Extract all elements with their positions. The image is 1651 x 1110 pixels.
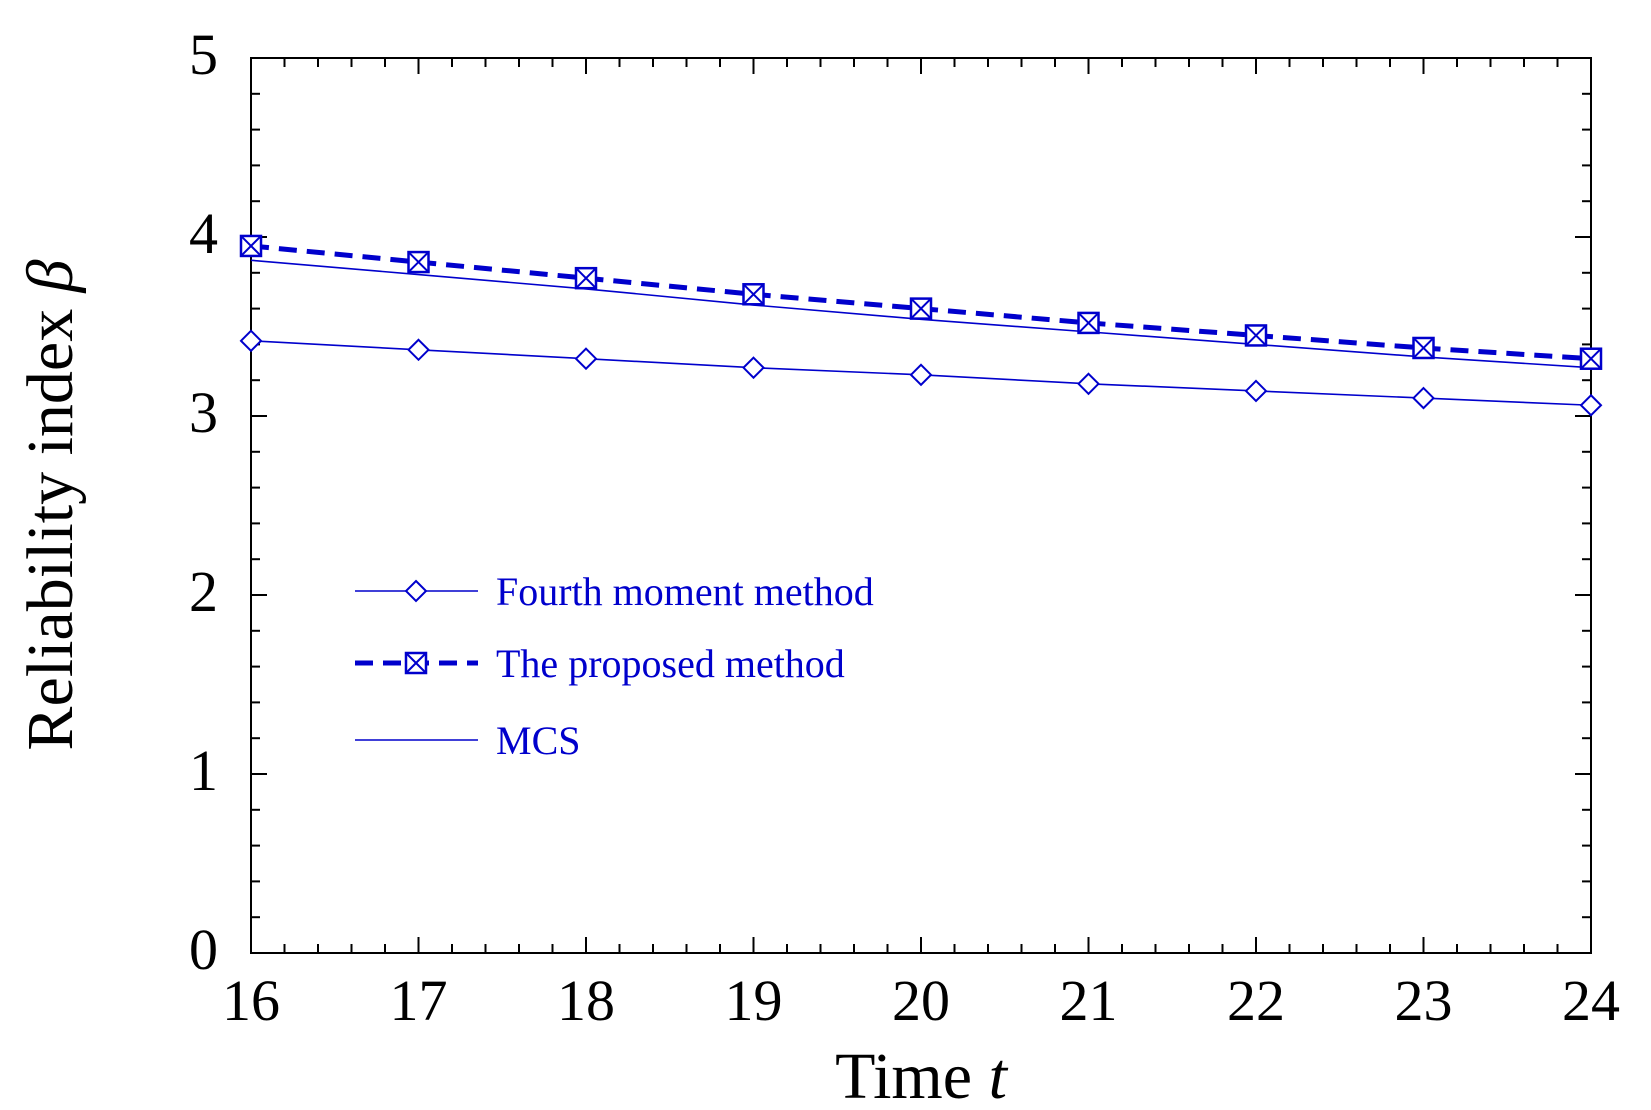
legend-item: The proposed method [355, 641, 845, 686]
ticks-layer [250, 57, 1592, 954]
x-axis-label: Time [835, 1040, 972, 1110]
y-tick-label: 1 [189, 738, 218, 803]
legend-label: Fourth moment method [496, 569, 874, 614]
boxed-x-marker [239, 234, 263, 258]
x-tick-labels: 16 17 18 19 20 21 22 23 24 [222, 968, 1620, 1033]
boxed-x-marker [407, 250, 430, 274]
legend-item: Fourth moment method [355, 569, 874, 614]
y-axis-label: Reliability index [14, 309, 87, 751]
diamond-marker [574, 347, 598, 371]
diamond-marker [909, 363, 933, 387]
x-tick-label: 21 [1060, 968, 1118, 1033]
x-tick-label: 22 [1227, 968, 1285, 1033]
diamond-marker [239, 329, 263, 353]
boxed-x-marker [1077, 311, 1100, 335]
boxed-x-marker [1244, 324, 1268, 347]
diamond-marker [1579, 393, 1603, 417]
x-tick-label: 17 [390, 968, 448, 1033]
x-axis-variable: t [989, 1040, 1009, 1110]
y-tick-labels: 0 1 2 3 4 5 [189, 22, 218, 982]
y-tick-label: 5 [189, 22, 218, 87]
diamond-marker [407, 338, 430, 362]
y-tick-label: 3 [189, 380, 218, 445]
diamond-marker [1244, 379, 1268, 403]
boxed-x-marker [1579, 347, 1603, 370]
boxed-x-marker [909, 297, 933, 320]
y-axis-title: Reliability index β [14, 259, 87, 750]
series-the-proposed-method [239, 234, 1603, 370]
plot-frame [250, 57, 1592, 954]
y-axis-variable: β [14, 259, 87, 294]
legend: Fourth moment method The proposed method M… [355, 569, 874, 763]
boxed-x-marker [742, 283, 765, 306]
x-tick-label: 24 [1562, 968, 1620, 1033]
diamond-marker [404, 579, 428, 603]
x-tick-label: 20 [892, 968, 950, 1033]
y-tick-label: 2 [189, 559, 218, 624]
legend-item: MCS [355, 718, 581, 763]
legend-label: The proposed method [496, 641, 845, 686]
boxed-x-marker [1412, 336, 1435, 360]
y-tick-label: 4 [189, 201, 218, 266]
boxed-x-marker [574, 266, 598, 290]
x-tick-label: 19 [725, 968, 783, 1033]
x-tick-label: 18 [557, 968, 615, 1033]
diamond-marker [1077, 372, 1100, 396]
boxed-x-marker [404, 651, 428, 675]
series-fourth-moment-method [239, 329, 1603, 417]
x-axis-title: Time t [835, 1040, 1008, 1110]
y-tick-label: 0 [189, 917, 218, 982]
series-layer [239, 234, 1603, 417]
x-tick-label: 16 [222, 968, 280, 1033]
diamond-marker [742, 356, 765, 380]
legend-label: MCS [496, 718, 581, 763]
diamond-marker [1412, 386, 1435, 410]
x-tick-label: 23 [1395, 968, 1453, 1033]
